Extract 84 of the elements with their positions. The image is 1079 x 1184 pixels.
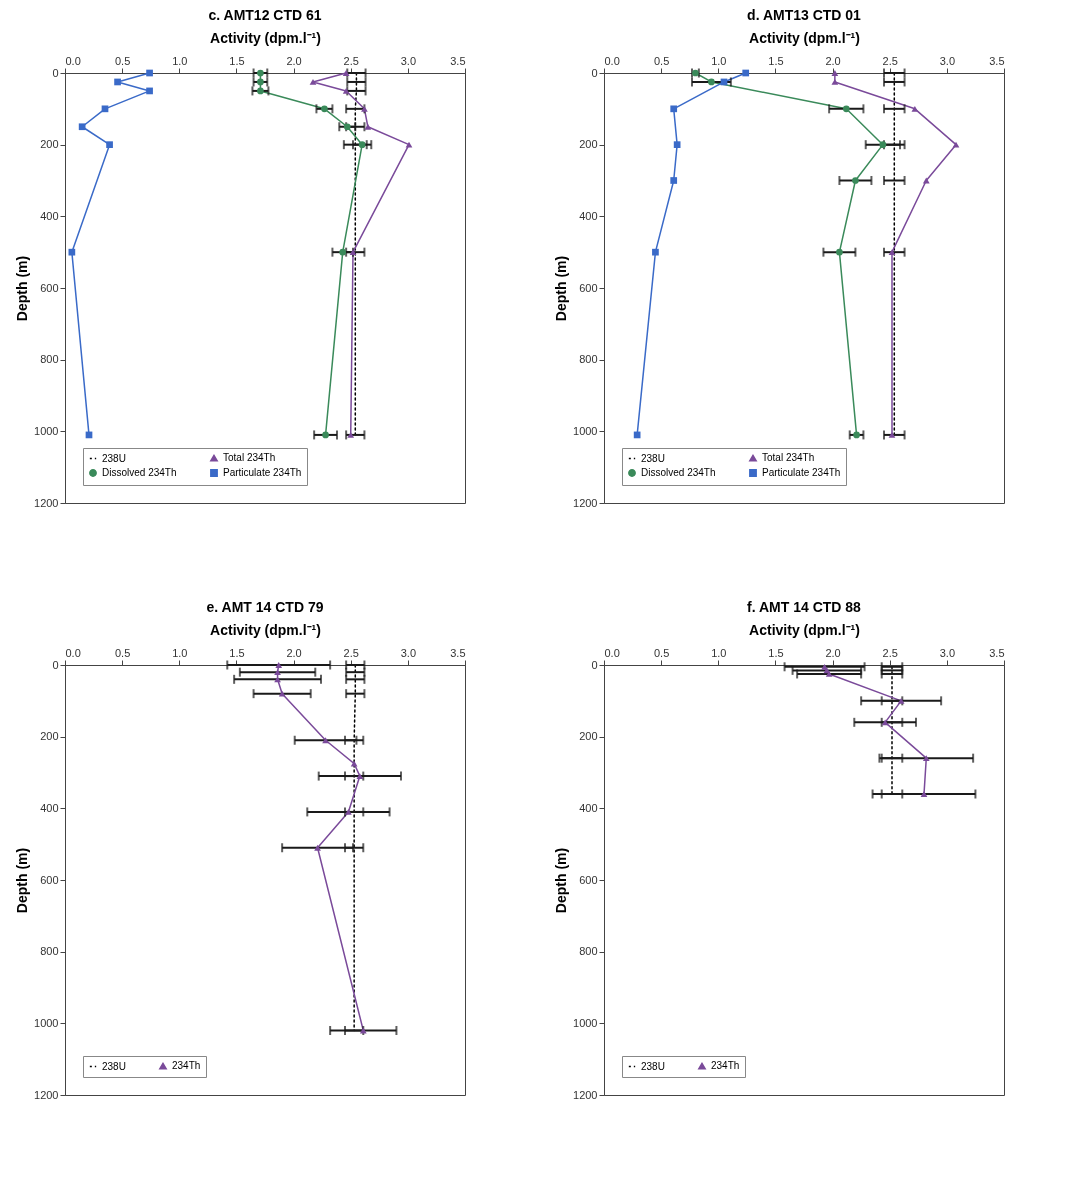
x-tick-label: 2.0 xyxy=(286,646,302,659)
y-tick-label: 400 xyxy=(40,209,59,222)
y-tick-label: 400 xyxy=(40,801,59,814)
x-tick-label: 2.0 xyxy=(286,54,302,67)
x-tick-label: 2.0 xyxy=(825,646,841,659)
y-tick-label: 1000 xyxy=(34,424,59,437)
x-tick-label: 1.5 xyxy=(229,646,245,659)
x-tick-label: 1.0 xyxy=(172,54,188,67)
x-tick-label: 3.0 xyxy=(939,646,956,659)
y-tick-label: 0 xyxy=(591,66,598,79)
x-tick-label: 3.5 xyxy=(450,646,466,659)
legend-label: Dissolved 234Th xyxy=(102,467,177,478)
y-tick-label: 1200 xyxy=(573,1088,598,1101)
legend-label: Particulate 234Th xyxy=(223,467,302,478)
x-tick-label: 3.5 xyxy=(989,646,1005,659)
x-tick-label: 3.5 xyxy=(989,54,1005,67)
x-tick-label: 1.0 xyxy=(172,646,188,659)
x-tick-label: 0.5 xyxy=(114,54,131,67)
y-tick-label: 400 xyxy=(579,801,598,814)
y-tick-label: 800 xyxy=(40,353,59,366)
x-tick-label: 0.0 xyxy=(604,646,620,659)
y-axis-title: Depth (m) xyxy=(553,847,570,914)
y-tick-label: 1200 xyxy=(573,496,598,509)
x-tick-label: 3.0 xyxy=(400,54,417,67)
y-tick-label: 600 xyxy=(579,873,598,886)
x-tick-label: 0.0 xyxy=(65,646,81,659)
x-tick-label: 0.5 xyxy=(653,54,670,67)
x-tick-label: 1.5 xyxy=(768,646,784,659)
x-tick-label: 2.5 xyxy=(882,646,898,659)
y-tick-label: 600 xyxy=(579,281,598,294)
legend-label: 234Th xyxy=(172,1060,201,1072)
legend-label: Total 234Th xyxy=(223,452,276,464)
y-tick-label: 200 xyxy=(40,138,59,151)
x-tick-label: 1.5 xyxy=(768,54,784,67)
x-tick-label: 2.0 xyxy=(825,54,841,67)
y-axis-title: Depth (m) xyxy=(14,255,31,322)
chart-title: c. AMT12 CTD 61 xyxy=(208,7,322,23)
y-tick-label: 200 xyxy=(579,138,598,151)
y-tick-label: 1000 xyxy=(573,424,598,437)
x-axis-title: Activity (dpm.l⁻¹) xyxy=(749,29,860,46)
x-tick-label: 0.5 xyxy=(653,646,670,659)
x-tick-label: 3.0 xyxy=(400,646,417,659)
x-axis-title: Activity (dpm.l⁻¹) xyxy=(210,621,321,638)
x-tick-label: 2.5 xyxy=(343,54,359,67)
x-tick-label: 1.0 xyxy=(711,646,727,659)
y-tick-label: 200 xyxy=(579,730,598,743)
y-tick-label: 800 xyxy=(40,945,59,958)
y-axis-title: Depth (m) xyxy=(14,847,31,914)
x-tick-label: 3.5 xyxy=(450,54,466,67)
legend-label: 238U xyxy=(641,452,665,464)
chart-title: d. AMT13 CTD 01 xyxy=(747,7,862,23)
x-tick-label: 1.0 xyxy=(711,54,727,67)
x-tick-label: 3.0 xyxy=(939,54,956,67)
legend-label: 238U xyxy=(102,452,126,464)
y-axis-title: Depth (m) xyxy=(553,255,570,322)
legend-label: Particulate 234Th xyxy=(762,467,841,478)
y-tick-label: 600 xyxy=(40,873,59,886)
legend-label: Dissolved 234Th xyxy=(641,467,716,478)
legend-label: 234Th xyxy=(711,1060,740,1072)
y-tick-label: 1000 xyxy=(573,1016,598,1029)
y-tick-label: 200 xyxy=(40,730,59,743)
legend-label: 238U xyxy=(641,1060,665,1072)
y-tick-label: 800 xyxy=(579,353,598,366)
x-tick-label: 0.5 xyxy=(114,646,131,659)
x-axis-title: Activity (dpm.l⁻¹) xyxy=(210,29,321,46)
y-tick-label: 600 xyxy=(40,281,59,294)
legend-label: 238U xyxy=(102,1060,126,1072)
y-tick-label: 1000 xyxy=(34,1016,59,1029)
x-tick-label: 1.5 xyxy=(229,54,245,67)
y-tick-label: 1200 xyxy=(34,1088,59,1101)
x-tick-label: 0.0 xyxy=(604,54,620,67)
y-tick-label: 800 xyxy=(579,945,598,958)
x-tick-label: 0.0 xyxy=(65,54,81,67)
x-tick-label: 2.5 xyxy=(343,646,359,659)
y-tick-label: 1200 xyxy=(34,496,59,509)
legend-label: Total 234Th xyxy=(762,452,815,464)
x-axis-title: Activity (dpm.l⁻¹) xyxy=(749,621,860,638)
y-tick-label: 0 xyxy=(52,66,59,79)
chart-title: f. AMT 14 CTD 88 xyxy=(747,599,862,615)
y-tick-label: 0 xyxy=(52,658,59,671)
y-tick-label: 400 xyxy=(579,209,598,222)
chart-title: e. AMT 14 CTD 79 xyxy=(206,599,324,615)
x-tick-label: 2.5 xyxy=(882,54,898,67)
y-tick-label: 0 xyxy=(591,658,598,671)
